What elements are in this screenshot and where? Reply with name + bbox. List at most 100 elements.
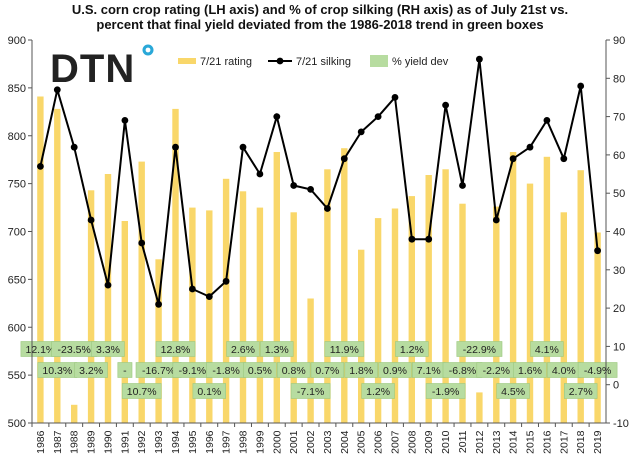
legend-label-rating: 7/21 rating — [200, 56, 252, 68]
silking-point — [37, 163, 44, 170]
x-tick-label: 2014 — [508, 430, 520, 454]
rating-bar — [543, 156, 551, 424]
yield-dev-box — [361, 383, 395, 399]
silking-line-layer — [37, 55, 601, 308]
yield-dev-box — [577, 362, 618, 378]
rating-bar — [526, 183, 534, 423]
x-tick-label: 1998 — [238, 430, 250, 454]
left-tick-label: 900 — [8, 35, 26, 47]
yield-dev-label: 12.8% — [161, 344, 191, 356]
rating-bar — [560, 212, 567, 423]
rating-bar — [121, 221, 128, 423]
rating-bar — [391, 208, 399, 423]
x-tick-label: 1994 — [170, 430, 182, 454]
yield-dev-box — [192, 383, 226, 399]
yield-dev-box — [276, 362, 311, 378]
silking-point — [138, 239, 146, 247]
yield-dev-box — [243, 362, 277, 378]
left-tick-label: 600 — [8, 322, 26, 334]
x-tick-label: 2013 — [491, 430, 503, 454]
yield-dev-label: - — [123, 365, 127, 377]
rating-bar — [87, 190, 95, 423]
yield-dev-label: 0.8% — [282, 365, 306, 377]
x-tick-label: 2018 — [575, 430, 587, 454]
yield-dev-box — [290, 383, 331, 399]
silking-point — [324, 205, 331, 212]
x-tick-label: 2008 — [406, 430, 418, 454]
right-tick-label: 0 — [613, 380, 619, 392]
rating-bar — [290, 212, 297, 423]
yield-dev-label: 2.6% — [231, 344, 255, 356]
rating-bar — [37, 96, 44, 423]
yield-dev-box — [563, 383, 598, 399]
x-tick-label: 2002 — [305, 430, 317, 454]
yield-dev-label: 10.7% — [127, 386, 157, 398]
chart-title-line2: percent that final yield deviated from t… — [96, 17, 544, 32]
x-tick-label: 2019 — [592, 430, 604, 454]
silking-point — [70, 143, 78, 151]
yield-dev-label: 0.5% — [248, 365, 272, 377]
x-tick-label: 1989 — [86, 430, 98, 454]
x-tick-label: 1999 — [254, 430, 266, 454]
x-tick-label: 2001 — [288, 430, 300, 454]
rating-bar — [459, 203, 466, 423]
yield-dev-label: 1.2% — [400, 344, 424, 356]
yield-dev-label: 7.1% — [417, 365, 441, 377]
silking-point — [459, 182, 466, 189]
x-tick-label: 2015 — [525, 430, 537, 454]
rating-bar — [442, 169, 449, 423]
silking-point — [526, 143, 534, 151]
left-tick-label: 500 — [8, 418, 26, 430]
yield-dev-label: -23.5% — [58, 344, 91, 356]
silking-point — [121, 117, 129, 124]
silking-point — [425, 235, 433, 243]
rating-bar — [172, 108, 179, 424]
rating-bar — [509, 152, 517, 423]
yield-dev-label: -1.9% — [432, 386, 459, 398]
yield-dev-box — [117, 362, 133, 378]
yield-dev-box — [456, 341, 503, 357]
rating-bar — [307, 298, 314, 423]
chart-title: U.S. corn crop rating (LH axis) and % of… — [0, 2, 640, 32]
x-tick-label: 2012 — [474, 430, 486, 454]
rating-bar — [239, 191, 247, 423]
silking-point — [577, 82, 585, 90]
silking-point — [391, 94, 399, 101]
yield-dev-label: -22.9% — [463, 344, 496, 356]
silking-point — [307, 186, 314, 193]
legend-label-silking: 7/21 silking — [296, 56, 351, 68]
yield-dev-label: 11.9% — [330, 344, 359, 356]
rating-bar — [256, 207, 264, 423]
x-tick-label: 1988 — [69, 430, 81, 454]
right-tick-label: 70 — [613, 112, 625, 124]
yield-dev-label: 10.3% — [42, 365, 72, 377]
x-tick-label: 1995 — [187, 430, 199, 454]
yield-dev-label: 12.1% — [26, 344, 56, 356]
right-tick-label: 90 — [613, 35, 625, 47]
silking-point — [222, 277, 230, 285]
yield-dev-label: 4.0% — [552, 365, 576, 377]
silking-point — [205, 293, 213, 300]
yield-dev-label: 0.1% — [197, 386, 221, 398]
yield-dev-box — [378, 362, 412, 378]
silking-point — [53, 86, 61, 94]
yield-dev-label: 1.3% — [265, 344, 289, 356]
rating-bar — [324, 169, 331, 423]
x-tick-label: 2005 — [356, 430, 368, 454]
x-tick-label: 2010 — [440, 430, 452, 454]
right-tick-label: 10 — [613, 341, 625, 353]
silking-point — [290, 182, 298, 189]
yield-dev-label: -1.8% — [212, 365, 239, 377]
rating-bar — [476, 392, 483, 423]
rating-bar — [138, 161, 145, 423]
silking-point — [476, 55, 483, 63]
right-tick-label: 50 — [613, 188, 625, 200]
rating-bar — [594, 232, 601, 423]
yield-dev-box — [74, 362, 108, 378]
yield-dev-box — [513, 362, 547, 378]
yield-dev-box — [226, 341, 260, 357]
silking-point — [155, 300, 163, 308]
yield-dev-boxes-layer: 12.1% 10.3% -23.5% 3.2% 3.3%-10.7% -16.7% 12.8… — [20, 341, 618, 399]
rating-bar — [577, 170, 584, 423]
right-tick-label: 30 — [613, 265, 625, 277]
